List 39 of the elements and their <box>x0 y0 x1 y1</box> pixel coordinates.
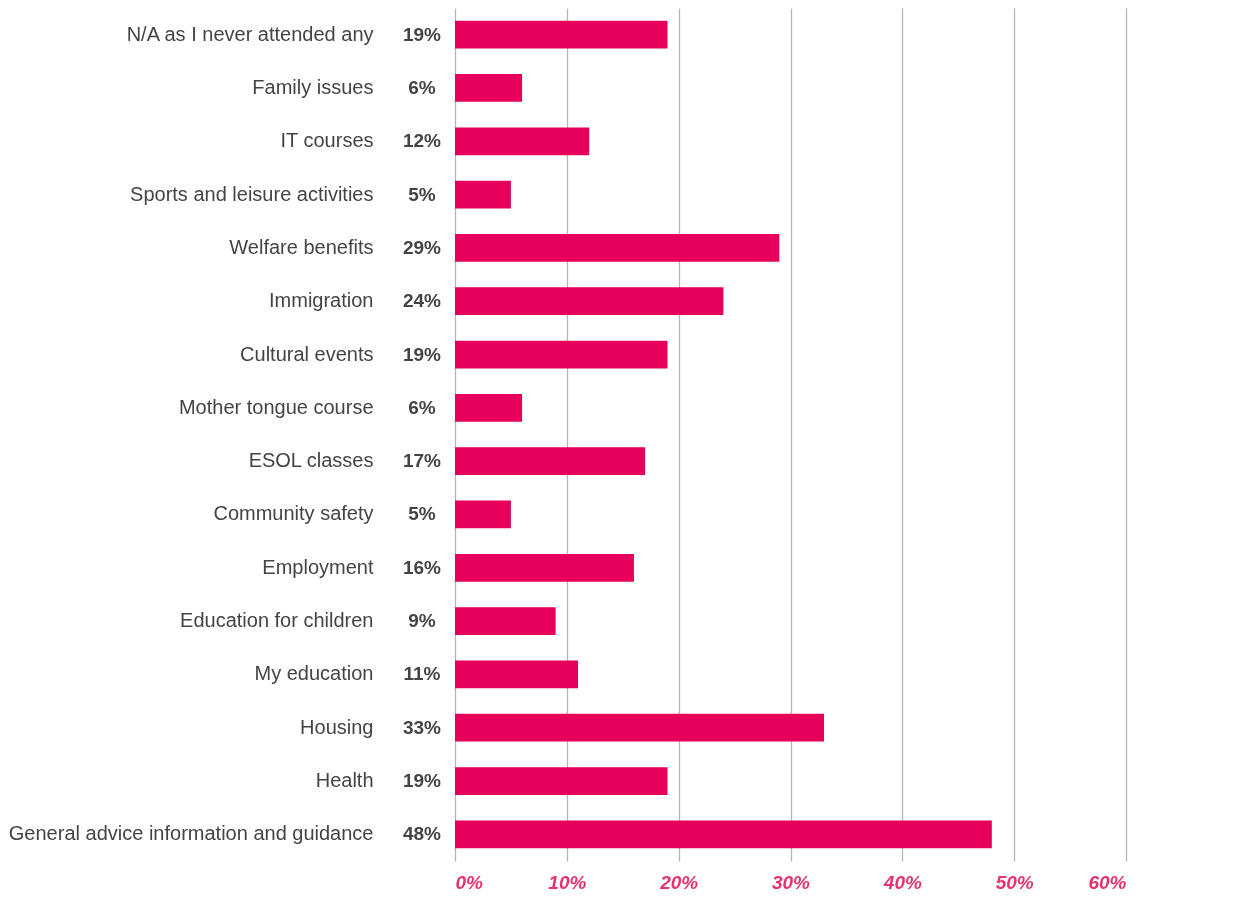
y-tick-label: Mother tongue course <box>178 395 374 418</box>
data-label: 19% <box>402 343 442 365</box>
x-tick-label: 60% <box>1088 871 1127 893</box>
y-tick-label: General advice information and guidance <box>8 822 374 845</box>
data-label: 11% <box>403 663 441 685</box>
x-tick-label: 50% <box>995 871 1034 893</box>
y-tick-label: Education for children <box>180 609 374 632</box>
y-tick-label: Family issues <box>252 75 374 98</box>
y-tick-label: Employment <box>262 555 374 578</box>
data-label: 6% <box>408 76 436 98</box>
data-label: 48% <box>402 823 442 845</box>
y-tick-label: Community safety <box>213 502 374 525</box>
x-tick-label: 20% <box>659 871 699 893</box>
x-tick-label: 30% <box>771 871 811 893</box>
data-label: 17% <box>402 450 442 472</box>
y-tick-label: N/A as I never attended any <box>126 22 374 45</box>
data-label: 19% <box>402 770 442 792</box>
data-label: 9% <box>408 610 436 632</box>
data-label: 16% <box>402 556 442 578</box>
x-tick-label: 0% <box>455 871 484 893</box>
y-tick-label: ESOL classes <box>248 449 374 472</box>
y-tick-label: Housing <box>300 715 374 738</box>
data-label: 33% <box>402 716 442 738</box>
y-tick-label: Health <box>315 769 374 792</box>
y-tick-label: Sports and leisure activities <box>130 182 374 205</box>
data-label: 12% <box>402 130 442 152</box>
x-tick-label: 40% <box>882 871 922 893</box>
data-label: 5% <box>408 503 436 525</box>
y-tick-label: Immigration <box>269 289 374 312</box>
y-tick-label: Cultural events <box>240 342 374 365</box>
y-tick-label: Welfare benefits <box>229 235 374 258</box>
data-label: 6% <box>408 396 436 418</box>
y-tick-label: My education <box>254 662 374 685</box>
data-label: 5% <box>408 183 436 205</box>
data-label: 24% <box>402 290 442 312</box>
y-tick-label: IT courses <box>280 129 374 152</box>
data-label: 19% <box>402 23 442 45</box>
x-tick-label: 10% <box>548 871 587 893</box>
data-label: 29% <box>402 236 442 258</box>
